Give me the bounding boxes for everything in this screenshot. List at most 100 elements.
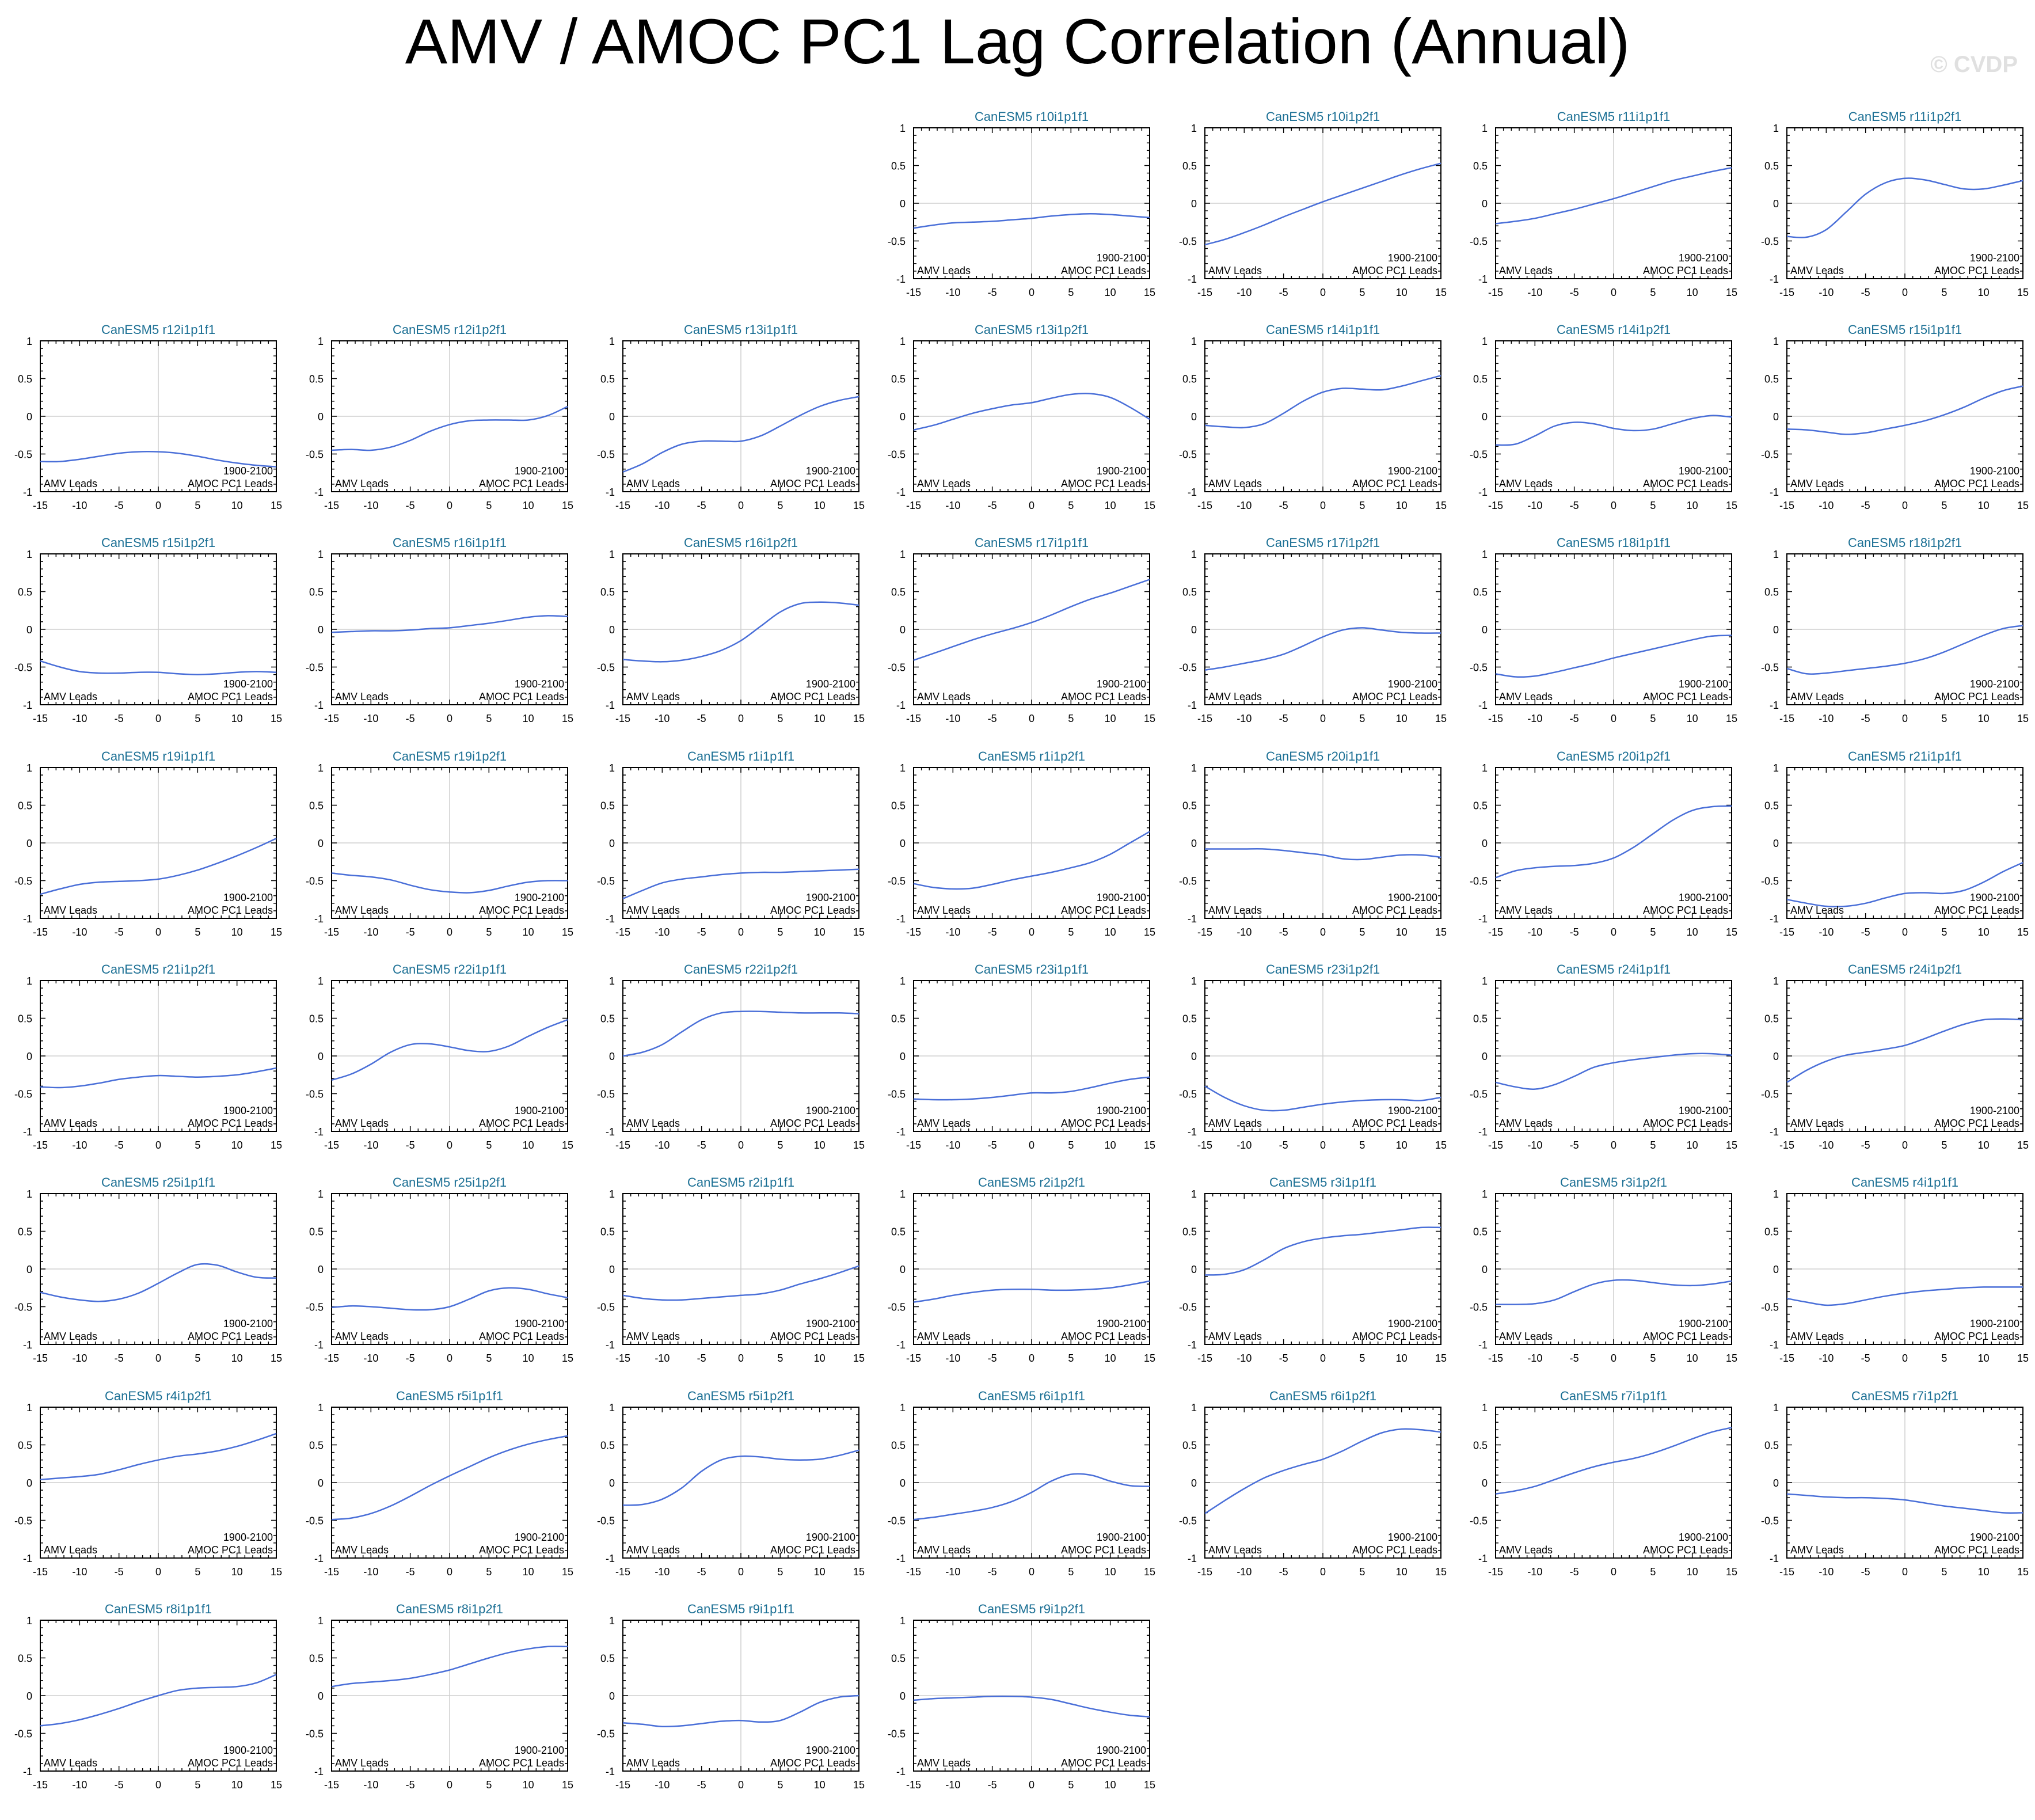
x-tick-label: -10 [72,1566,87,1578]
x-tick-label: 15 [2017,1139,2029,1151]
panel: CanESM5 r13i1p1f1 -15 -10 -5 0 5 10 15 1 0.5 0 -0.5… [597,322,865,511]
x-tick-label: -15 [33,1139,48,1151]
x-tick-label: 10 [231,713,243,724]
x-tick-label: 10 [1687,713,1698,724]
y-tick-label: 0 [318,624,324,636]
x-tick-label: -5 [406,713,415,724]
y-tick-label: -1 [1478,273,1488,285]
x-tick-label: -15 [324,1139,339,1151]
y-tick-label: -1 [1478,700,1488,711]
x-tick-label: 0 [1611,287,1616,298]
period-label: 1900-2100 [1970,678,2019,690]
x-tick-label: -10 [1237,926,1252,938]
panel-title: CanESM5 r23i1p1f1 [975,962,1089,977]
x-tick-label: 15 [562,1352,573,1364]
y-tick-label: -0.5 [306,1302,324,1313]
amv-leads-label: AMV Leads [917,905,971,916]
series-line [622,1010,859,1057]
x-tick-label: -15 [1488,713,1503,724]
y-tick-label: 0.5 [309,374,324,385]
amoc-leads-label: AMOC PC1 Leads [1643,1331,1728,1342]
y-tick-label: 0 [609,624,615,636]
x-tick-label: 15 [853,713,865,724]
y-tick-label: -1 [314,700,324,711]
x-tick-label: 5 [1650,713,1656,724]
y-tick-label: 1 [26,975,32,987]
x-tick-label: 5 [1650,926,1656,938]
period-label: 1900-2100 [1679,1105,1728,1116]
x-tick-label: 0 [447,1139,452,1151]
y-tick-label: 0 [900,411,906,423]
amoc-leads-label: AMOC PC1 Leads [770,691,855,702]
x-tick-label: -5 [1570,1352,1579,1364]
amoc-leads-label: AMOC PC1 Leads [1934,478,2019,489]
amoc-leads-label: AMOC PC1 Leads [1643,905,1728,916]
x-tick-label: 15 [271,1566,282,1578]
x-tick-label: 15 [853,1139,865,1151]
amoc-leads-label: AMOC PC1 Leads [479,905,564,916]
period-label: 1900-2100 [806,465,855,477]
y-tick-label: 0 [1191,198,1197,210]
y-tick-label: 0.5 [891,1013,906,1025]
amv-leads-label: AMV Leads [1790,905,1844,916]
x-tick-label: -10 [1527,287,1542,298]
y-tick-label: -1 [23,487,32,498]
y-tick-label: 1 [318,549,324,560]
amoc-leads-label: AMOC PC1 Leads [770,1331,855,1342]
panel: CanESM5 r24i1p2f1 -15 -10 -5 0 5 10 15 1 0.5 0 -0.5… [1761,962,2029,1151]
y-tick-label: 1 [26,1402,32,1414]
x-tick-label: 5 [1068,1139,1074,1151]
x-tick-label: -10 [1527,1139,1542,1151]
x-tick-label: 0 [1029,926,1034,938]
x-tick-label: -10 [655,1352,670,1364]
y-tick-label: -1 [606,913,615,925]
x-tick-label: -10 [72,1139,87,1151]
series-line [40,1263,277,1302]
x-tick-label: -15 [1488,287,1503,298]
x-tick-label: 10 [1978,713,1990,724]
series-line [331,872,568,894]
x-tick-label: 5 [1359,926,1365,938]
y-tick-label: -1 [23,913,32,925]
y-tick-label: 1 [1191,975,1197,987]
x-tick-label: 10 [523,1352,534,1364]
series-line [913,393,1150,431]
panel: CanESM5 r12i1p2f1 -15 -10 -5 0 5 10 15 1 0.5 0 -0.5… [306,322,573,511]
x-tick-label: 0 [738,926,744,938]
amv-leads-label: AMV Leads [1790,478,1844,489]
x-tick-label: -10 [1237,1139,1252,1151]
x-tick-label: 10 [231,500,243,511]
amoc-leads-label: AMOC PC1 Leads [1352,1118,1437,1129]
amoc-leads-label: AMOC PC1 Leads [1352,478,1437,489]
series-line [1204,627,1441,671]
x-tick-label: -5 [1861,713,1870,724]
series-line [1495,634,1732,678]
y-tick-label: 0.5 [18,1226,32,1238]
x-tick-label: 5 [1359,1139,1365,1151]
x-tick-label: -5 [697,1139,706,1151]
x-tick-label: 5 [1359,287,1365,298]
amoc-leads-label: AMOC PC1 Leads [1643,1118,1728,1129]
y-tick-label: 1 [900,336,906,347]
panel: CanESM5 r12i1p1f1 -15 -10 -5 0 5 10 15 1 0.5 0 -0.5… [14,322,282,511]
y-tick-label: 0 [900,1051,906,1062]
x-tick-label: 5 [195,1139,200,1151]
x-tick-label: 15 [1435,1139,1447,1151]
series-line [1495,1279,1732,1305]
amoc-leads-label: AMOC PC1 Leads [479,1118,564,1129]
x-tick-label: -5 [115,500,124,511]
y-tick-label: 1 [1482,762,1488,774]
series-line [1786,1018,2023,1083]
x-tick-label: 15 [562,500,573,511]
panel-title: CanESM5 r18i1p1f1 [1557,535,1671,550]
amoc-leads-label: AMOC PC1 Leads [188,1331,273,1342]
x-tick-label: 0 [1902,926,1908,938]
y-tick-label: 0 [1191,1264,1197,1275]
x-tick-label: 0 [1902,713,1908,724]
x-tick-label: -5 [697,926,706,938]
x-tick-label: -5 [1279,500,1288,511]
panel-title: CanESM5 r12i1p1f1 [101,322,215,337]
x-tick-label: 0 [1320,1352,1326,1364]
panel-title: CanESM5 r24i1p2f1 [1848,962,1962,977]
amoc-leads-label: AMOC PC1 Leads [1934,1331,2019,1342]
